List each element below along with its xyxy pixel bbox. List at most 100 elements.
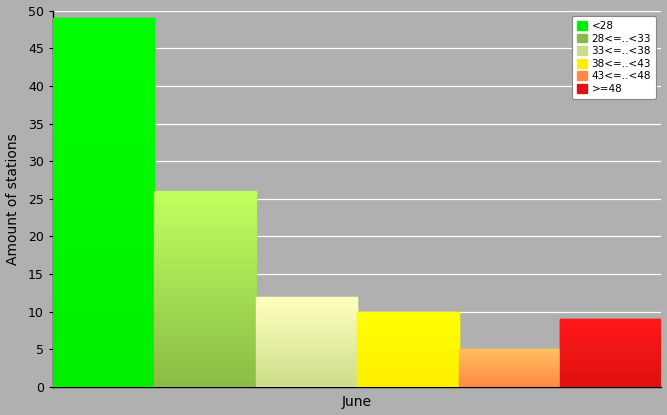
Bar: [53, 141, 154, 154]
Bar: [358, 312, 459, 387]
Bar: [154, 374, 255, 381]
Bar: [53, 190, 154, 203]
Bar: [560, 339, 662, 342]
Bar: [255, 324, 358, 327]
Bar: [459, 357, 560, 358]
Bar: [459, 356, 560, 357]
Bar: [255, 372, 358, 375]
Bar: [154, 204, 255, 211]
Bar: [358, 369, 459, 372]
Bar: [459, 353, 560, 354]
Bar: [154, 302, 255, 309]
Bar: [255, 321, 358, 324]
Bar: [53, 55, 154, 67]
Bar: [459, 381, 560, 382]
Bar: [560, 362, 662, 364]
Bar: [560, 349, 662, 351]
Bar: [255, 351, 358, 354]
Bar: [53, 264, 154, 276]
Bar: [53, 43, 154, 55]
Bar: [459, 367, 560, 368]
Bar: [154, 217, 255, 224]
Bar: [358, 354, 459, 357]
Bar: [560, 331, 662, 333]
Bar: [560, 324, 662, 326]
Bar: [53, 92, 154, 104]
Bar: [53, 129, 154, 141]
Bar: [53, 276, 154, 289]
Bar: [358, 347, 459, 349]
Bar: [255, 378, 358, 381]
Bar: [560, 344, 662, 347]
Bar: [255, 300, 358, 303]
Bar: [53, 301, 154, 313]
Bar: [53, 227, 154, 239]
Bar: [560, 335, 662, 337]
Bar: [459, 354, 560, 356]
Bar: [459, 372, 560, 374]
Bar: [53, 203, 154, 215]
Bar: [154, 224, 255, 230]
Bar: [154, 263, 255, 270]
Bar: [358, 334, 459, 337]
Bar: [560, 378, 662, 380]
Bar: [459, 359, 560, 361]
Bar: [459, 368, 560, 369]
Bar: [255, 336, 358, 339]
Bar: [459, 385, 560, 386]
Bar: [358, 344, 459, 347]
Bar: [255, 357, 358, 360]
Bar: [560, 328, 662, 331]
Bar: [255, 375, 358, 378]
Bar: [255, 330, 358, 333]
Bar: [358, 372, 459, 375]
Bar: [459, 382, 560, 383]
Bar: [53, 375, 154, 387]
Bar: [358, 327, 459, 330]
Bar: [154, 335, 255, 342]
Bar: [53, 104, 154, 117]
Bar: [459, 349, 560, 351]
Bar: [255, 384, 358, 387]
Bar: [358, 362, 459, 364]
Bar: [154, 276, 255, 283]
Bar: [459, 358, 560, 359]
Bar: [154, 361, 255, 368]
Bar: [358, 342, 459, 344]
Bar: [53, 338, 154, 350]
Bar: [459, 378, 560, 380]
Bar: [560, 380, 662, 383]
Bar: [358, 357, 459, 359]
Bar: [53, 18, 154, 387]
Bar: [53, 166, 154, 178]
Bar: [358, 375, 459, 377]
Bar: [154, 256, 255, 263]
Bar: [154, 283, 255, 289]
Bar: [358, 380, 459, 382]
Bar: [560, 374, 662, 376]
Bar: [560, 319, 662, 387]
Bar: [560, 369, 662, 371]
Bar: [154, 309, 255, 315]
Bar: [53, 80, 154, 92]
Bar: [53, 67, 154, 80]
Bar: [358, 349, 459, 352]
Bar: [560, 376, 662, 378]
Bar: [560, 333, 662, 335]
Bar: [53, 363, 154, 375]
Bar: [459, 369, 560, 371]
Bar: [560, 367, 662, 369]
Bar: [53, 30, 154, 43]
Bar: [53, 289, 154, 301]
Bar: [560, 364, 662, 367]
Bar: [255, 315, 358, 318]
Bar: [154, 328, 255, 335]
Bar: [560, 356, 662, 358]
Bar: [358, 330, 459, 332]
Bar: [358, 382, 459, 385]
Bar: [560, 371, 662, 374]
Bar: [154, 348, 255, 354]
Bar: [154, 191, 255, 387]
Bar: [358, 319, 459, 322]
Bar: [358, 332, 459, 334]
